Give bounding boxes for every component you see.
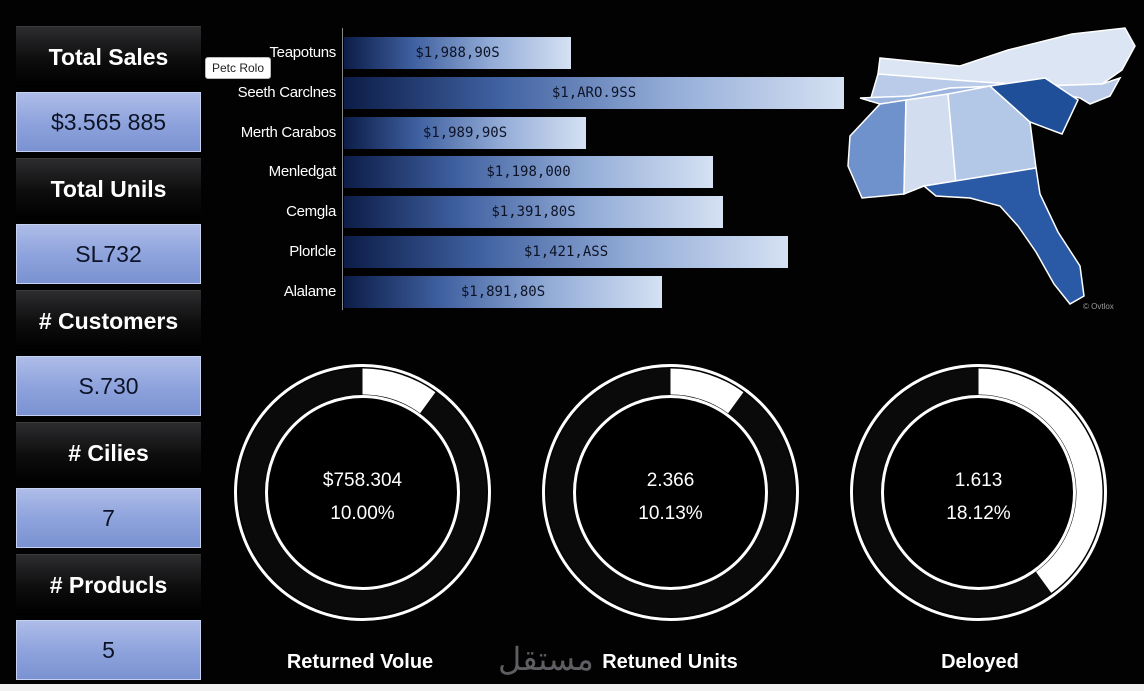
chart-tooltip: Petc Rolo (205, 57, 272, 79)
bar[interactable]: $1,198,000 (344, 156, 713, 189)
bar-category-label: Seeth Carclnes (237, 83, 337, 101)
map-credit: © Ovtlox (1083, 302, 1114, 311)
bar-category-label: Merth Carabos (240, 123, 337, 141)
donut-returned-value-percent: 10.00% (330, 503, 395, 524)
bar[interactable]: $1,421,ASS (344, 236, 788, 268)
donut-arc (238, 368, 487, 617)
bar-value-label: $1,989,90S (422, 124, 508, 141)
donut-returned-value-caption: Returned Volue (286, 651, 434, 673)
kpi-products-value[interactable]: 5 (16, 620, 201, 680)
kpi-cities-value[interactable]: 7 (16, 488, 201, 548)
donut-delayed-caption: Deloyed (941, 651, 1019, 673)
bottom-strip (0, 684, 1144, 691)
bar[interactable]: $1,ARO.9SS (344, 76, 844, 109)
map-state-florida[interactable] (922, 167, 1085, 305)
donut-returned-units[interactable] (538, 360, 803, 625)
bar-value-label: $1,ARO.9SS (551, 84, 637, 101)
map-state-south-carolina[interactable] (988, 77, 1079, 135)
map-state-alabama[interactable] (903, 93, 957, 196)
donut-delayed-percent: 18.12% (946, 503, 1011, 524)
bar-value-label: $1,198,000 (486, 164, 571, 181)
donut-arc (546, 368, 795, 617)
donut-returned-value[interactable] (230, 360, 495, 625)
bar[interactable]: $1,891,80S (344, 275, 662, 308)
kpi-total-sales-label: Total Sales (16, 26, 201, 87)
bar-chart-axis (342, 28, 343, 310)
bar-value-label: $1,988,90S (415, 45, 500, 61)
bar-category-label: Cemgla (286, 203, 336, 221)
kpi-total-units-value[interactable]: SL732 (16, 224, 201, 284)
kpi-customers-label: # Customers (16, 290, 201, 351)
watermark-logo: مستقل (498, 641, 594, 677)
donut-returned-units-percent: 10.13% (638, 503, 703, 524)
map-state-mississippi[interactable] (847, 99, 907, 199)
kpi-total-units-label: Total Unils (16, 158, 201, 219)
kpi-customers-value[interactable]: S.730 (16, 356, 201, 416)
bar-category-label: Alalame (283, 282, 336, 300)
bar-value-label: $1,421,ASS (523, 244, 609, 260)
bar-category-label: Plorlcle (289, 243, 336, 260)
donut-returned-units-amount: 2.366 (646, 470, 695, 491)
kpi-cities-label: # Cilies (16, 422, 201, 483)
kpi-total-sales-value[interactable]: $3.565 885 (16, 92, 201, 152)
donut-delayed[interactable] (846, 360, 1111, 625)
donut-returned-value-amount: $758.304 (322, 470, 403, 491)
bar-value-label: $1,891,80S (460, 283, 546, 300)
bar[interactable]: $1,989,90S (344, 116, 586, 149)
bar[interactable]: $1,391,80S (344, 196, 723, 229)
southeast-states-map[interactable] (840, 26, 1140, 316)
donut-delayed-amount: 1.613 (954, 470, 1003, 491)
kpi-products-label: # Producls (16, 554, 201, 615)
bar-value-label: $1,391,80S (491, 204, 576, 221)
donut-arc (854, 368, 1103, 617)
donut-returned-units-caption: Retuned Units (602, 651, 738, 673)
bar-category-label: Teapotuns (269, 44, 336, 61)
bar[interactable]: $1,988,90S (344, 37, 571, 69)
bar-category-label: Menledgat (268, 163, 337, 181)
